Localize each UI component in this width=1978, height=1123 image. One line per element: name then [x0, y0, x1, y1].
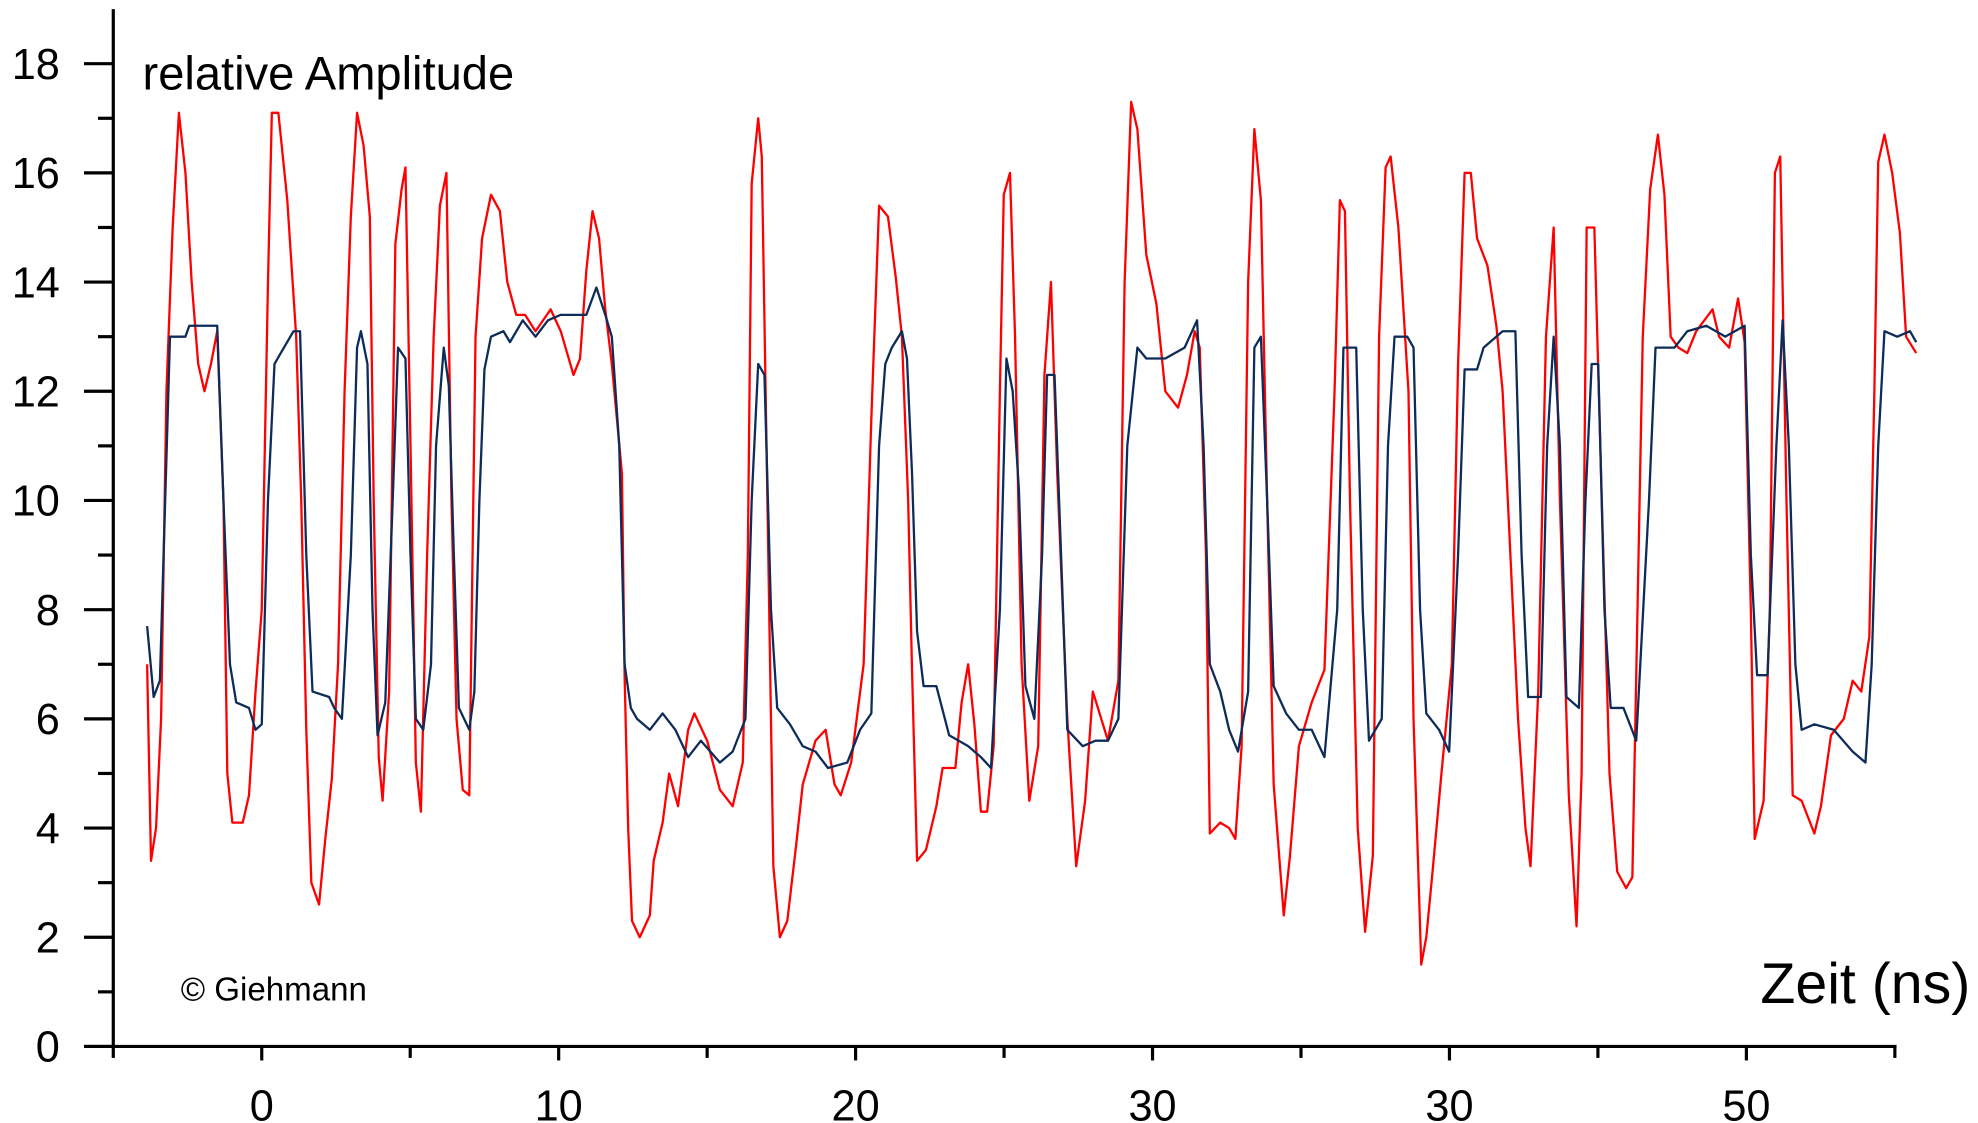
y-tick-label: 8 — [36, 587, 60, 635]
data-line — [145, 286, 1918, 770]
x-tick-label: 20 — [832, 1082, 880, 1123]
y-tick-label: 6 — [36, 696, 60, 744]
y-axis-label: relative Amplitude — [143, 46, 515, 99]
annotation: © Giehmann — [181, 972, 367, 1009]
y-tick-label: 14 — [12, 259, 60, 307]
y-tick-label: 12 — [12, 369, 60, 417]
x-tick-label: 30 — [1128, 1082, 1176, 1123]
x-tick-label: 30 — [1425, 1082, 1473, 1123]
y-tick-label: 0 — [36, 1024, 60, 1072]
y-tick-label: 2 — [36, 915, 60, 963]
y-tick-label: 10 — [12, 478, 60, 526]
x-tick-label: 10 — [535, 1082, 583, 1123]
data-line — [145, 100, 1918, 966]
x-tick-label: 50 — [1722, 1082, 1770, 1123]
y-tick-label: 4 — [36, 805, 60, 853]
y-tick-label: 16 — [12, 150, 60, 198]
x-axis-label: Zeit (ns) — [1760, 952, 1970, 1016]
y-tick-label: 18 — [12, 41, 60, 89]
x-tick-label: 0 — [250, 1082, 274, 1123]
